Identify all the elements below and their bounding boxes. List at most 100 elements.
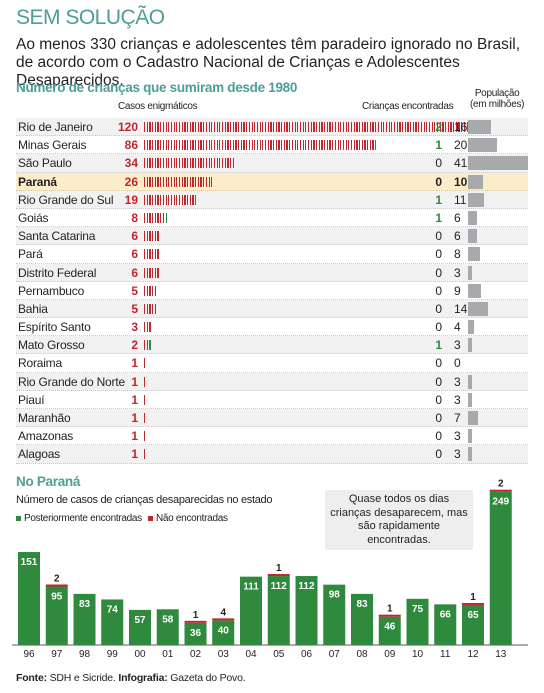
population-value: 3 bbox=[454, 392, 461, 407]
found-count: 2 bbox=[435, 120, 442, 134]
col-header-cases: Casos enigmáticos bbox=[118, 101, 198, 112]
label-found: 112 bbox=[271, 581, 288, 592]
tally-mark-missing bbox=[149, 158, 151, 169]
tally-mark-missing bbox=[348, 122, 350, 132]
tally-mark-missing bbox=[146, 340, 148, 351]
tally-mark-missing bbox=[216, 158, 218, 169]
population-bar bbox=[468, 374, 473, 389]
tally-mark-missing bbox=[160, 176, 162, 187]
tally-mark-missing bbox=[181, 140, 183, 151]
table-row: Rio Grande do Sul 19 1 11 bbox=[16, 190, 528, 209]
tally-mark-missing bbox=[318, 140, 320, 151]
tally-mark-missing bbox=[195, 158, 197, 169]
label-not-found: 2 bbox=[498, 479, 504, 490]
case-tally-marks bbox=[144, 122, 471, 132]
tally-mark-missing bbox=[367, 122, 369, 132]
tally-mark-missing bbox=[256, 140, 259, 151]
tally-mark-missing bbox=[302, 122, 304, 132]
tally-mark-missing bbox=[157, 212, 159, 223]
label-found: 83 bbox=[356, 599, 368, 610]
tally-mark-missing bbox=[160, 212, 162, 223]
tally-mark-missing bbox=[192, 176, 194, 187]
found-count: 0 bbox=[435, 265, 442, 280]
cases-count: 2 bbox=[131, 338, 138, 353]
bar-found bbox=[406, 598, 429, 645]
tally-mark-missing bbox=[383, 122, 385, 132]
state-name: Mato Grosso bbox=[18, 338, 85, 353]
tally-mark-missing bbox=[144, 322, 146, 333]
tally-mark-missing bbox=[146, 140, 148, 151]
tally-mark-missing bbox=[205, 158, 207, 169]
population-bar bbox=[468, 283, 482, 298]
tally-mark-missing bbox=[154, 122, 156, 132]
tally-mark-found bbox=[466, 122, 468, 132]
tally-mark-missing bbox=[144, 267, 146, 278]
tally-mark-missing bbox=[144, 358, 146, 369]
tally-mark-missing bbox=[187, 176, 189, 187]
population-value: 14 bbox=[454, 301, 468, 316]
tally-mark-missing bbox=[307, 122, 310, 132]
bar-found bbox=[18, 552, 40, 645]
tally-mark-missing bbox=[238, 122, 240, 132]
tally-mark-missing bbox=[326, 122, 328, 132]
state-name: Rio de Janeiro bbox=[18, 120, 93, 134]
tally-mark-missing bbox=[154, 194, 156, 205]
legend-found-label: Posteriormente encontradas bbox=[24, 513, 142, 524]
tally-mark-missing bbox=[243, 140, 245, 151]
tally-mark-missing bbox=[353, 122, 355, 132]
tally-mark-missing bbox=[189, 176, 191, 187]
tally-mark-missing bbox=[393, 122, 396, 132]
case-tally-marks bbox=[144, 394, 146, 405]
found-count: 0 bbox=[435, 174, 442, 189]
tally-mark-missing bbox=[160, 122, 162, 132]
cases-count: 1 bbox=[131, 411, 138, 425]
tally-mark-missing bbox=[152, 267, 154, 278]
label-found: 75 bbox=[412, 604, 424, 615]
case-tally-marks bbox=[144, 267, 159, 278]
bar-found bbox=[212, 620, 235, 645]
state-name: São Paulo bbox=[18, 156, 72, 171]
tally-mark-missing bbox=[165, 140, 167, 151]
tally-mark-missing bbox=[152, 231, 154, 242]
tally-mark-missing bbox=[350, 140, 353, 151]
x-tick-label: 10 bbox=[412, 649, 424, 660]
tally-mark-missing bbox=[213, 158, 216, 169]
bar-not-found bbox=[489, 489, 512, 492]
tally-mark-missing bbox=[423, 122, 425, 132]
tally-mark-missing bbox=[426, 122, 428, 132]
bar-not-found bbox=[378, 614, 401, 617]
cases-count: 6 bbox=[131, 265, 138, 280]
tally-mark-missing bbox=[178, 194, 181, 205]
x-tick-label: 06 bbox=[301, 649, 313, 660]
tally-mark-missing bbox=[165, 158, 167, 169]
tally-mark-missing bbox=[200, 140, 202, 151]
tally-mark-missing bbox=[238, 140, 240, 151]
tally-mark-missing bbox=[270, 140, 272, 151]
bar-found bbox=[101, 599, 124, 645]
bar-found bbox=[45, 586, 68, 645]
population-bar bbox=[468, 411, 479, 425]
bar-found bbox=[489, 491, 512, 645]
col-header-pop-line1: População bbox=[474, 88, 520, 99]
tally-mark-missing bbox=[307, 140, 310, 151]
x-tick-label: 04 bbox=[245, 649, 257, 660]
bar-found bbox=[184, 622, 207, 645]
found-count: 0 bbox=[435, 429, 442, 444]
tally-mark-missing bbox=[165, 122, 167, 132]
tally-mark-missing bbox=[329, 140, 331, 151]
cases-count: 1 bbox=[131, 374, 138, 389]
tally-mark-missing bbox=[246, 122, 248, 132]
population-value: 10 bbox=[454, 174, 468, 189]
tally-mark-missing bbox=[318, 122, 320, 132]
tally-mark-missing bbox=[278, 122, 280, 132]
tally-mark-missing bbox=[154, 249, 156, 260]
tally-mark-missing bbox=[337, 122, 339, 132]
tally-mark-missing bbox=[243, 122, 245, 132]
tally-mark-missing bbox=[450, 122, 452, 132]
x-tick-label: 98 bbox=[79, 649, 91, 660]
state-name: Distrito Federal bbox=[18, 265, 97, 280]
tally-mark-missing bbox=[230, 140, 232, 151]
tally-mark-missing bbox=[165, 176, 167, 187]
tally-mark-missing bbox=[321, 140, 323, 151]
tally-mark-missing bbox=[442, 122, 444, 132]
